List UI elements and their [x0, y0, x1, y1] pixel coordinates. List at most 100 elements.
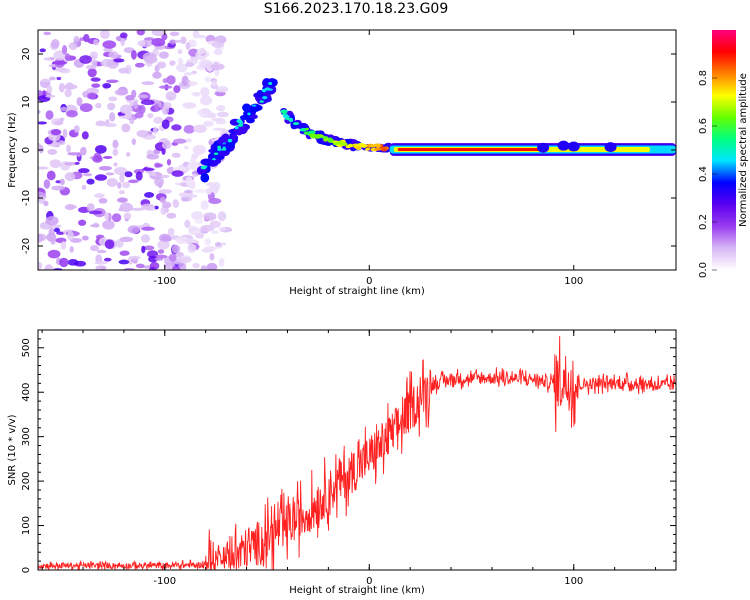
noise-blob	[137, 40, 146, 47]
noise-blob	[158, 189, 172, 194]
noise-blob	[166, 75, 176, 85]
y-axis-label: SNR (10 * v/v)	[7, 414, 18, 485]
noise-blob	[173, 138, 187, 144]
x-tick-label: -100	[153, 576, 176, 587]
noise-blob	[196, 34, 206, 39]
noise-blob	[46, 85, 53, 94]
noise-blob	[157, 249, 165, 254]
track-core	[213, 152, 219, 155]
track-core	[321, 136, 329, 139]
noise-blob	[38, 166, 49, 170]
noise-blob	[143, 55, 158, 64]
noise-blob	[127, 225, 141, 234]
track-core	[292, 122, 300, 126]
noise-blob	[47, 249, 61, 259]
noise-blob	[160, 206, 167, 216]
track-core	[353, 144, 358, 149]
noise-blob	[169, 39, 177, 45]
noise-blob	[194, 218, 204, 224]
noise-blob	[209, 253, 215, 261]
noise-blob	[129, 116, 135, 125]
colorbar-label: Normalized spectral amplitude	[738, 73, 749, 227]
noise-blob	[213, 62, 220, 71]
noise-blob	[147, 113, 154, 119]
noise-blob	[214, 242, 222, 247]
noise-blob	[174, 39, 182, 43]
noise-blob	[148, 255, 158, 263]
track-core	[282, 114, 290, 119]
track-core	[261, 88, 267, 93]
noise-blob	[106, 178, 118, 187]
colorbar-tick-label: 0.6	[698, 118, 709, 134]
noise-blob	[50, 56, 55, 61]
noise-blob	[102, 40, 117, 49]
noise-blob	[185, 62, 195, 68]
noise-blob	[183, 238, 196, 243]
y-tick-label: 300	[21, 427, 32, 446]
noise-blob	[192, 91, 201, 97]
noise-blob	[104, 239, 115, 250]
noise-blob	[127, 179, 139, 184]
noise-blob	[185, 176, 193, 187]
noise-blob	[62, 128, 68, 139]
track-blob	[266, 78, 278, 87]
noise-blob	[68, 42, 78, 50]
noise-blob	[118, 259, 130, 265]
noise-blob	[47, 148, 58, 155]
noise-blob	[113, 166, 128, 176]
noise-blob	[178, 192, 192, 198]
noise-blob	[106, 79, 119, 83]
noise-blob	[211, 41, 225, 48]
noise-blob	[54, 227, 61, 233]
noise-blob	[90, 244, 99, 252]
track-core	[327, 137, 333, 141]
noise-blob	[196, 48, 206, 55]
noise-blob	[161, 119, 170, 130]
noise-blob	[65, 82, 74, 91]
noise-blob	[133, 101, 139, 110]
noise-blob	[211, 230, 219, 235]
noise-blob	[141, 167, 155, 171]
noise-blob	[192, 173, 197, 178]
noise-blob	[192, 262, 200, 269]
track-blob	[242, 103, 252, 112]
colorbar-tick-label: 0.4	[698, 166, 709, 182]
track-core	[280, 110, 287, 114]
noise-blob	[50, 128, 62, 136]
noise-blob	[67, 152, 81, 156]
noise-blob	[195, 233, 205, 239]
noise-blob	[177, 256, 192, 263]
noise-blob	[93, 39, 99, 46]
noise-blob	[81, 235, 89, 241]
noise-blob	[66, 144, 72, 153]
noise-blob	[121, 123, 131, 133]
track-core	[313, 135, 322, 139]
noise-blob	[61, 45, 68, 55]
noise-blob	[180, 36, 187, 45]
noise-blob	[56, 231, 65, 235]
noise-blob	[135, 62, 145, 68]
noise-blob	[183, 124, 195, 134]
noise-blob	[205, 188, 213, 195]
track-core	[262, 95, 268, 100]
noise-blob	[152, 126, 158, 135]
noise-blob	[200, 265, 208, 270]
noise-blob	[161, 141, 172, 150]
x-axis-label: Height of straight line (km)	[289, 585, 425, 596]
y-tick-label: 10	[21, 96, 32, 109]
noise-blob	[177, 49, 183, 55]
track-core	[237, 123, 244, 127]
noise-blob	[119, 173, 125, 184]
noise-blob	[135, 171, 143, 181]
track-blob	[604, 142, 617, 153]
noise-blob	[151, 37, 166, 47]
y-tick-label: 500	[21, 338, 32, 357]
noise-blob	[91, 59, 98, 70]
track-core	[339, 142, 348, 147]
track-core	[251, 104, 257, 107]
y-tick-label: 20	[21, 48, 32, 61]
noise-blob	[95, 265, 107, 270]
noise-blob	[90, 77, 101, 82]
noise-blob	[123, 267, 136, 270]
noise-blob	[216, 111, 229, 118]
